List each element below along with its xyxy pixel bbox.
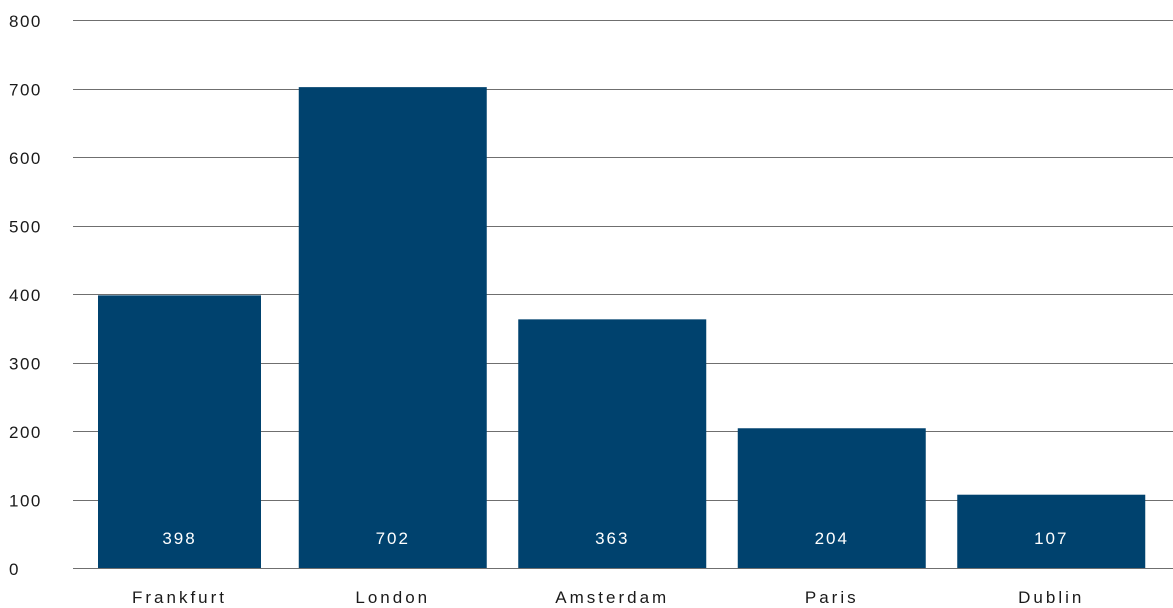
y-tick-label: 0 — [9, 560, 20, 579]
data-label-amsterdam: 363 — [595, 529, 629, 548]
x-category-label: London — [355, 588, 430, 607]
bar-paris — [737, 428, 926, 568]
y-tick-label: 300 — [9, 355, 42, 374]
y-tick-label: 700 — [9, 81, 42, 100]
x-axis-categories: Frankfurt London Amsterdam Paris Dublin — [132, 588, 1084, 607]
x-category-label: Amsterdam — [555, 588, 669, 607]
data-label-frankfurt: 398 — [162, 529, 196, 548]
bar-dublin — [957, 494, 1146, 568]
y-tick-label: 800 — [9, 12, 42, 31]
x-category-label: Paris — [805, 588, 859, 607]
y-tick-label: 500 — [9, 218, 42, 237]
y-tick-label: 200 — [9, 423, 42, 442]
data-label-dublin: 107 — [1034, 529, 1068, 548]
bar-amsterdam — [518, 319, 707, 568]
data-label-london: 702 — [376, 529, 410, 548]
data-labels: 398 702 363 204 107 — [162, 529, 1068, 548]
x-category-label: Dublin — [1018, 588, 1084, 607]
bar-frankfurt — [98, 295, 261, 568]
y-tick-label: 400 — [9, 286, 42, 305]
bars — [98, 87, 1146, 568]
y-tick-label: 100 — [9, 492, 42, 511]
y-axis-ticks: 0 100 200 300 400 500 600 700 800 — [9, 12, 42, 579]
x-category-label: Frankfurt — [132, 588, 227, 607]
data-label-paris: 204 — [815, 529, 849, 548]
y-tick-label: 600 — [9, 149, 42, 168]
bar-london — [298, 87, 487, 568]
